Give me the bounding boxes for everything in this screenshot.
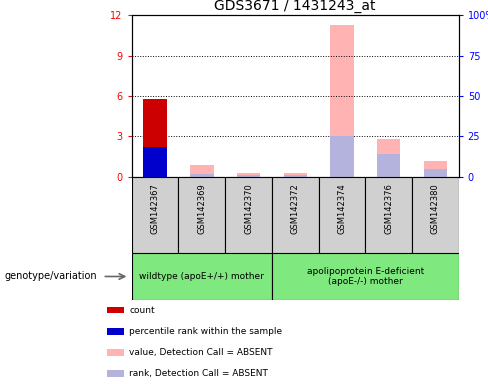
Bar <box>237 173 260 177</box>
Bar <box>143 99 167 177</box>
Text: GSM142370: GSM142370 <box>244 183 253 233</box>
Bar <box>272 253 459 300</box>
Bar <box>330 25 354 177</box>
Bar <box>107 307 124 313</box>
Bar <box>412 177 459 253</box>
Text: GSM142367: GSM142367 <box>151 183 160 233</box>
Text: value, Detection Call = ABSENT: value, Detection Call = ABSENT <box>129 348 273 357</box>
Bar <box>424 161 447 177</box>
Bar <box>132 177 179 253</box>
Bar <box>179 177 225 253</box>
Bar <box>366 177 412 253</box>
Bar <box>225 177 272 253</box>
Text: percentile rank within the sample: percentile rank within the sample <box>129 327 283 336</box>
Bar <box>107 349 124 356</box>
Bar <box>377 139 400 177</box>
Text: apolipoprotein E-deficient
(apoE-/-) mother: apolipoprotein E-deficient (apoE-/-) mot… <box>306 267 424 286</box>
Bar <box>107 370 124 377</box>
Text: genotype/variation: genotype/variation <box>5 271 98 281</box>
Text: GSM142374: GSM142374 <box>337 183 346 233</box>
Title: GDS3671 / 1431243_at: GDS3671 / 1431243_at <box>215 0 376 13</box>
Bar <box>377 154 400 177</box>
Text: wildtype (apoE+/+) mother: wildtype (apoE+/+) mother <box>140 272 264 281</box>
Text: GSM142372: GSM142372 <box>291 183 300 233</box>
Bar <box>237 175 260 177</box>
Text: GSM142376: GSM142376 <box>384 183 393 233</box>
Text: GSM142380: GSM142380 <box>431 183 440 233</box>
Bar <box>424 169 447 177</box>
Bar <box>143 147 167 177</box>
Bar <box>107 328 124 334</box>
Bar <box>190 174 214 177</box>
Bar <box>284 175 307 177</box>
Text: GSM142369: GSM142369 <box>197 183 206 233</box>
Bar <box>319 177 366 253</box>
Bar <box>272 177 319 253</box>
Text: count: count <box>129 306 155 314</box>
Bar <box>190 164 214 177</box>
Bar <box>132 253 272 300</box>
Text: rank, Detection Call = ABSENT: rank, Detection Call = ABSENT <box>129 369 268 378</box>
Bar <box>330 136 354 177</box>
Bar <box>284 173 307 177</box>
